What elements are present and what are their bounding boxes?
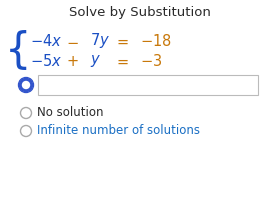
Text: {: { <box>5 30 31 72</box>
Text: $y$: $y$ <box>90 53 101 69</box>
Circle shape <box>22 82 30 89</box>
Text: $7y$: $7y$ <box>90 31 110 51</box>
Text: $-3$: $-3$ <box>140 53 162 69</box>
Circle shape <box>19 78 33 92</box>
Text: $-18$: $-18$ <box>140 33 172 49</box>
Text: $=$: $=$ <box>114 33 130 49</box>
Text: $-4x$: $-4x$ <box>30 33 62 49</box>
Text: $=$: $=$ <box>114 54 130 68</box>
Text: Solve by Substitution: Solve by Substitution <box>69 6 211 19</box>
Text: Infinite number of solutions: Infinite number of solutions <box>37 125 200 138</box>
Text: $-$: $-$ <box>66 33 78 49</box>
Text: No solution: No solution <box>37 106 104 120</box>
Text: $+$: $+$ <box>66 54 78 68</box>
FancyBboxPatch shape <box>38 75 258 95</box>
Text: $-5x$: $-5x$ <box>30 53 62 69</box>
